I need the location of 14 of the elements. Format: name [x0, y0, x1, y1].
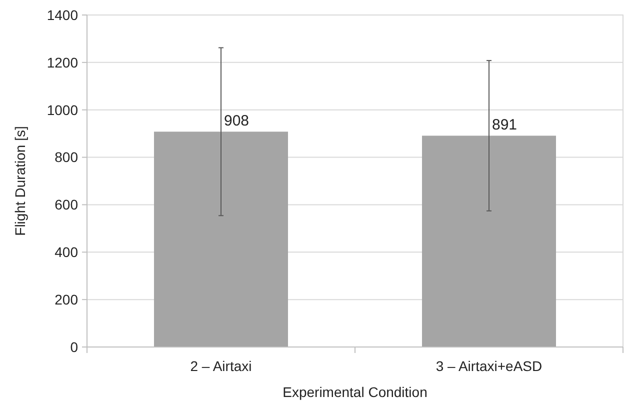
y-tick-label: 800	[54, 149, 78, 166]
y-tick-label: 600	[54, 196, 78, 213]
y-tick-label: 1400	[46, 6, 78, 23]
y-tick-label: 0	[70, 338, 78, 355]
x-tick-label: 3 – Airtaxi+eASD	[436, 358, 542, 374]
y-tick-label: 1000	[46, 102, 78, 118]
y-tick-label: 1200	[46, 54, 78, 70]
data-label: 908	[224, 112, 250, 130]
y-tick-label: 200	[54, 291, 78, 308]
data-label: 891	[492, 116, 518, 134]
x-axis-title: Experimental Condition	[282, 384, 428, 400]
y-axis-title: Flight Duration [s]	[12, 126, 28, 236]
y-tick-label: 400	[54, 244, 78, 260]
x-tick-label: 2 – Airtaxi	[190, 358, 252, 374]
